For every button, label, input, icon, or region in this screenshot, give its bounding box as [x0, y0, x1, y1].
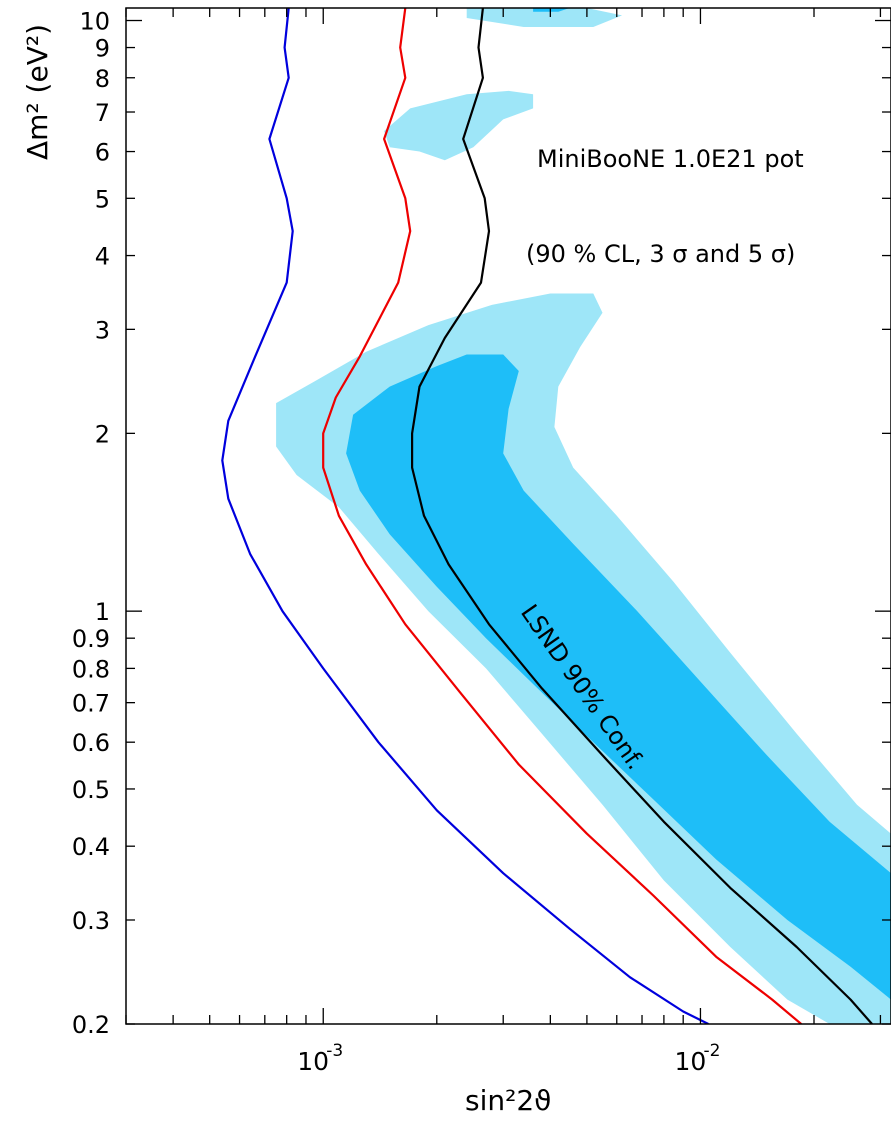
y-tick-label: 0.8 [72, 655, 110, 683]
x-tick-label-exponent: -3 [326, 1041, 343, 1061]
lsnd-allowed-regions [276, 8, 891, 1024]
y-tick-label: 6 [95, 139, 110, 167]
confidence-annotation: (90 % CL, 3 σ and 5 σ) [526, 240, 795, 268]
y-tick-label: 1 [95, 598, 110, 626]
lsnd-region-inner-4 [346, 354, 891, 1000]
y-tick-label: 0.2 [72, 1011, 110, 1039]
sensitivity-curve-0 [221, 8, 709, 1024]
x-axis-title: sin²2ϑ [465, 1084, 552, 1117]
y-tick-label: 2 [95, 420, 110, 448]
y-tick-label: 0.4 [72, 833, 110, 861]
y-tick-label: 5 [95, 185, 110, 213]
plot-frame [125, 7, 891, 1025]
y-tick-label: 10 [79, 8, 110, 36]
lsnd-region-outer-0 [466, 8, 623, 27]
sensitivity-curve-1 [322, 8, 802, 1024]
y-axis-title: Δm² (eV²) [21, 24, 54, 160]
lsnd-region-inner-3 [533, 8, 570, 12]
y-tick-label: 8 [95, 65, 110, 93]
y-tick-label: 0.3 [72, 907, 110, 935]
x-tick-label-exponent: -2 [703, 1041, 720, 1061]
sensitivity-curve-2 [411, 8, 873, 1024]
y-tick-label: 0.6 [72, 729, 110, 757]
y-tick-label: 3 [95, 316, 110, 344]
miniboone-sensitivity-curves [221, 8, 873, 1024]
x-tick-label: 10 [674, 1047, 706, 1076]
experiment-annotation: MiniBooNE 1.0E21 pot [537, 145, 804, 173]
y-tick-label: 0.9 [72, 625, 110, 653]
y-tick-label: 0.7 [72, 690, 110, 718]
lsnd-region-outer-1 [384, 90, 534, 161]
y-tick-label: 4 [95, 243, 110, 271]
y-tick-label: 9 [95, 35, 110, 63]
y-tick-label: 7 [95, 99, 110, 127]
y-tick-label: 0.5 [72, 776, 110, 804]
x-tick-label: 10 [297, 1047, 329, 1076]
